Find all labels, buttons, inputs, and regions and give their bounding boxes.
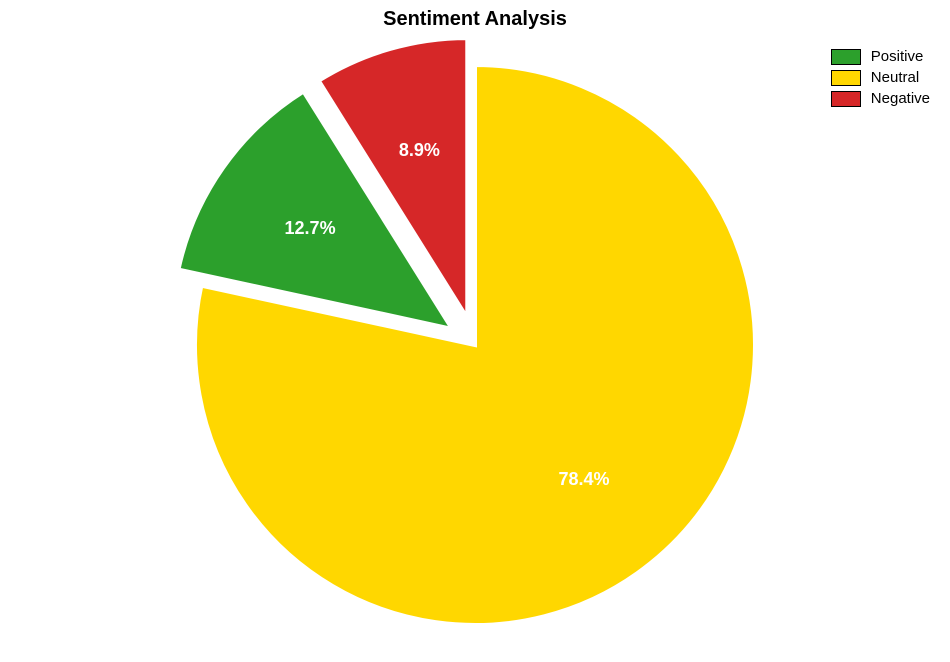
legend-label: Neutral: [871, 69, 919, 86]
legend: Positive Neutral Negative: [831, 48, 930, 111]
slice-label-negative: 8.9%: [399, 140, 440, 160]
legend-item-negative: Negative: [831, 90, 930, 107]
legend-item-neutral: Neutral: [831, 69, 930, 86]
legend-swatch: [831, 91, 861, 107]
legend-item-positive: Positive: [831, 48, 930, 65]
legend-swatch: [831, 70, 861, 86]
legend-label: Positive: [871, 48, 924, 65]
legend-swatch: [831, 49, 861, 65]
legend-label: Negative: [871, 90, 930, 107]
slice-label-positive: 12.7%: [285, 218, 336, 238]
slice-label-neutral: 78.4%: [558, 469, 609, 489]
sentiment-pie-chart: Sentiment Analysis 8.9%12.7%78.4% Positi…: [0, 0, 950, 662]
pie-svg: 8.9% 12.7% 78.4%: [0, 0, 950, 662]
